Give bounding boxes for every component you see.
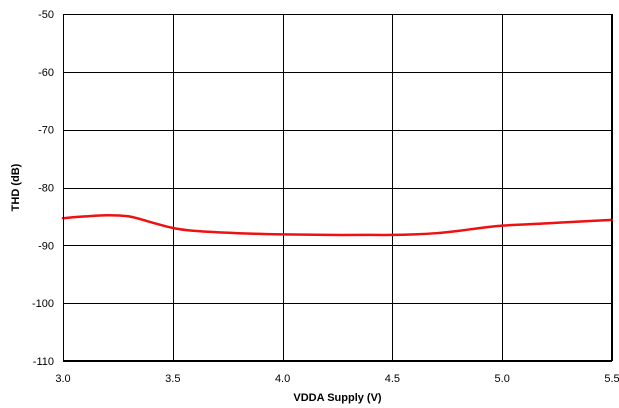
y-tick-label: -50 [38,9,54,21]
plot-frame [63,14,612,361]
plot-area [63,14,612,361]
x-tick-label: 4.5 [385,373,400,385]
series-layer [61,214,614,237]
y-axis-title: THD (dB) [10,163,22,211]
x-tick-label: 3.5 [165,373,180,385]
x-tick-label: 3.0 [55,373,70,385]
x-tick-label: 5.5 [604,373,619,385]
y-tick-label: -100 [32,298,54,310]
grid-lines [63,14,613,362]
x-tick-label: 5.0 [495,373,510,385]
y-tick-label: -90 [38,240,54,252]
y-tick-label: -80 [38,183,54,195]
y-tick-label: -60 [38,67,54,79]
x-tick-label: 4.0 [275,373,290,385]
x-axis-title: VDDA Supply (V) [293,392,382,404]
thd-series-line [61,214,614,237]
y-tick-label: -70 [38,125,54,137]
y-tick-label: -110 [33,356,54,368]
x-tick-labels: 3.0 3.5 4.0 4.5 5.0 5.5 [55,373,619,385]
y-tick-labels: -50 -60 -70 -80 -90 -100 -110 [32,9,54,368]
